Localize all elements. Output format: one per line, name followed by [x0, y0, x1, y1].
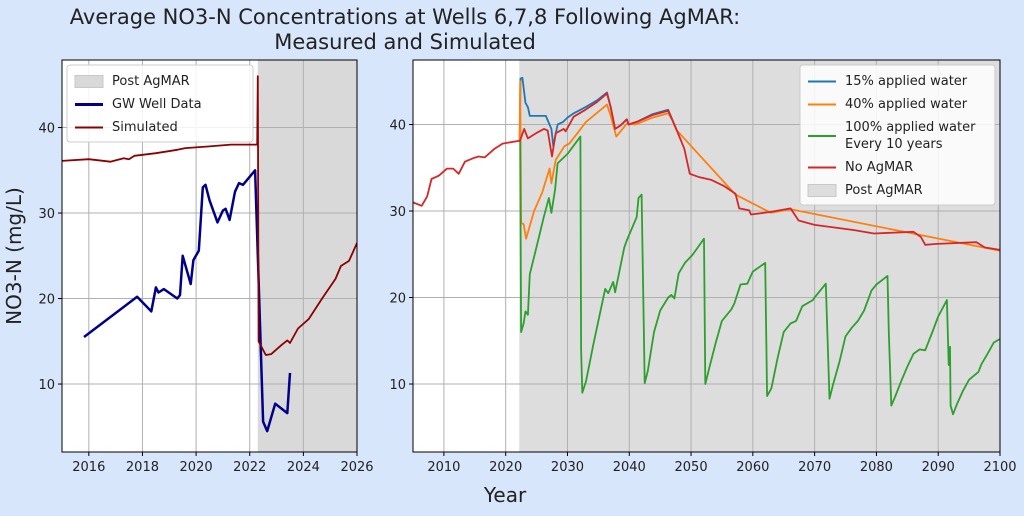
- axes-frame: [61, 59, 358, 453]
- legend-patch: [74, 75, 104, 88]
- chart-title-line1: Average NO3-N Concentrations at Wells 6,…: [70, 5, 741, 29]
- y-tick-label: 20: [389, 292, 406, 307]
- x-tick-label: 2080: [860, 460, 893, 475]
- x-tick-label: 2060: [736, 460, 769, 475]
- x-tick-label: 2018: [126, 460, 159, 475]
- legend-box: [66, 64, 254, 143]
- legend-label: Post AgMAR: [845, 183, 923, 198]
- legend-label: 40% applied water: [845, 97, 968, 112]
- x-tick-label: 2020: [180, 460, 213, 475]
- legend-patch: [807, 184, 837, 197]
- legend-label: No AgMAR: [845, 160, 913, 175]
- y-axis-label: NO3-N (mg/L): [2, 187, 26, 325]
- chart-title-line2: Measured and Simulated: [274, 30, 536, 54]
- legend-label: 100% applied water: [845, 120, 976, 135]
- x-tick-label: 2016: [72, 460, 105, 475]
- legend: Post AgMAR GW Well Data Simulated: [66, 64, 254, 143]
- y-tick-label: 30: [389, 205, 406, 220]
- x-tick-label: 2022: [233, 460, 266, 475]
- x-tick-label: 2040: [613, 460, 646, 475]
- x-tick-label: 2010: [427, 460, 460, 475]
- axes-frame: [412, 59, 1001, 453]
- x-tick-label: 2090: [922, 460, 955, 475]
- x-tick-label: 2050: [675, 460, 708, 475]
- panel-left: 2016 2018 2020 2022 2024 2026 10 20 30 40 Post AgM…: [38, 59, 374, 475]
- legend-label: 15% applied water: [845, 74, 968, 89]
- series-line-no-agmar: [413, 92, 1000, 251]
- x-tick-label: 2024: [287, 460, 320, 475]
- y-tick-label: 10: [38, 378, 55, 393]
- legend-label: Post AgMAR: [112, 74, 190, 89]
- x-tick-label: 2100: [983, 460, 1016, 475]
- y-tick-label: 40: [38, 122, 55, 137]
- x-tick-label: 2020: [489, 460, 522, 475]
- legend-label: Every 10 years: [845, 137, 943, 152]
- x-tick-label: 2070: [798, 460, 831, 475]
- x-tick-label: 2030: [551, 460, 584, 475]
- x-axis-label: Year: [483, 483, 527, 507]
- series-line-100-applied-water-every-10-years: [518, 135, 1000, 416]
- legend-label: Simulated: [112, 120, 178, 135]
- y-tick-label: 20: [38, 293, 55, 308]
- legend: 15% applied water 40% applied water 100% a…: [799, 64, 996, 206]
- x-tick-label: 2026: [340, 460, 373, 475]
- legend-box: [799, 64, 996, 206]
- y-tick-label: 30: [38, 207, 55, 222]
- y-tick-label: 10: [389, 378, 406, 393]
- post-agmar-shade: [257, 60, 357, 452]
- y-tick-label: 40: [389, 119, 406, 134]
- legend-label: GW Well Data: [112, 97, 202, 112]
- series-line-simulated: [62, 75, 357, 356]
- panel-right: 2010 2020 2030 2040 2050 2060 2070 2080 2090 2100…: [389, 59, 1017, 475]
